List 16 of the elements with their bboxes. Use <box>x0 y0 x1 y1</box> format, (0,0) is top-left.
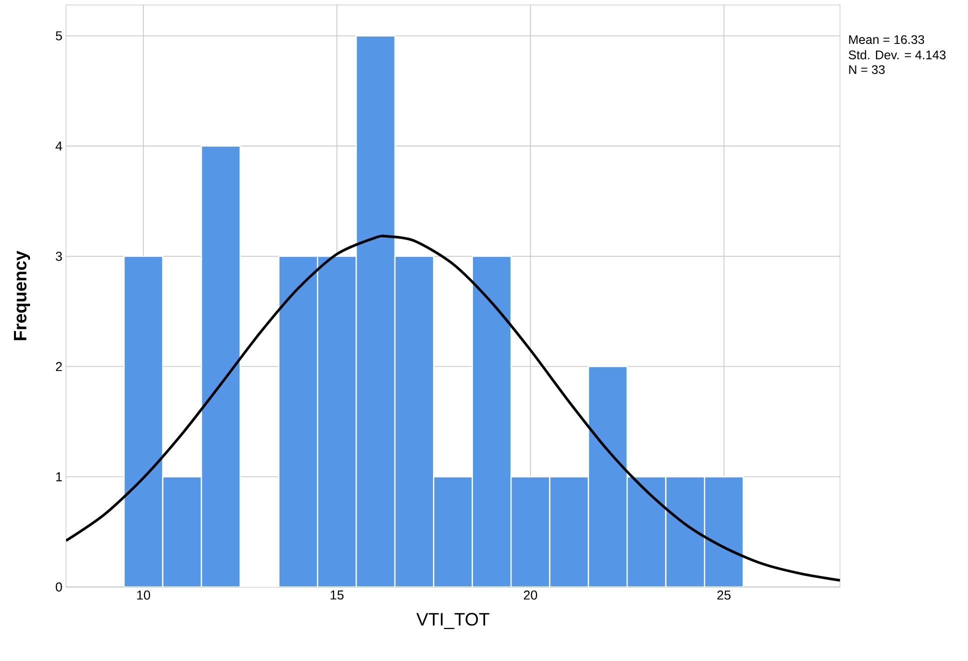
text: N = 33 <box>849 65 885 74</box>
text: Std. Dev. = 4.143 <box>848 50 946 60</box>
x-tick-label: 20 <box>524 590 538 600</box>
y-tick-label: 1 <box>56 472 62 482</box>
text: Mean = 16.33 <box>849 35 924 44</box>
y-tick-label: 0 <box>56 582 62 592</box>
line-series <box>66 234 840 582</box>
y-axis-title: Frequency <box>14 250 30 340</box>
x-tick-label: 25 <box>717 590 731 600</box>
y-tick-label: 5 <box>56 31 62 40</box>
y-tick-label: 2 <box>56 362 62 372</box>
x-tick-label: 10 <box>137 590 150 600</box>
x-axis-title: VTI_TOT <box>416 612 490 630</box>
x-tick-label: 15 <box>330 590 344 600</box>
y-tick-label: 4 <box>56 142 62 151</box>
y-tick-label: 3 <box>56 252 62 261</box>
